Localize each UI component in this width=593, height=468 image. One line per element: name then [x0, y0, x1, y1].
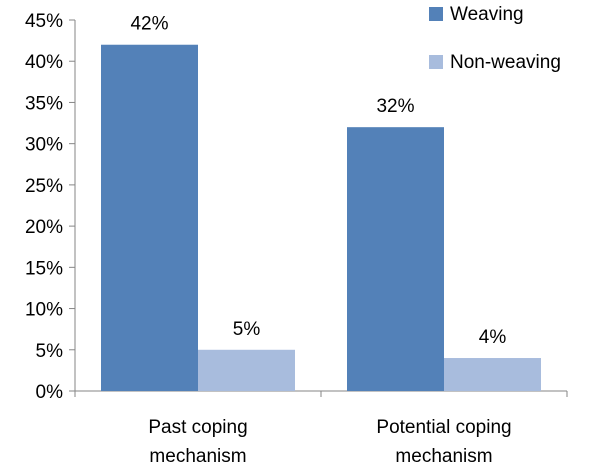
category-label: mechanism — [149, 446, 246, 467]
data-label: 4% — [479, 327, 507, 348]
bar-weaving — [101, 44, 198, 391]
legend: Weaving Non-weaving — [429, 4, 561, 73]
legend-label: Non-weaving — [450, 52, 561, 73]
legend-swatch — [429, 55, 443, 69]
legend-label: Weaving — [450, 4, 524, 25]
y-tick-label: 10% — [25, 300, 63, 321]
bar-non-weaving — [198, 349, 295, 391]
y-tick-label: 20% — [25, 217, 63, 238]
x-axis — [74, 390, 568, 397]
y-axis: 0% 5% 10% 15% 20% 25% 30% 35% 40% 45% — [25, 11, 76, 403]
y-tick-label: 45% — [25, 11, 63, 32]
data-labels: 42% 5% 32% 4% — [130, 14, 506, 348]
category-label: mechanism — [395, 446, 492, 467]
category-label: Potential coping — [376, 417, 511, 438]
y-tick-label: 40% — [25, 52, 63, 73]
data-label: 5% — [233, 319, 261, 340]
bar-non-weaving — [444, 358, 541, 391]
category-labels: Past coping mechanism Potential coping mech… — [148, 417, 511, 467]
y-tick-label: 30% — [25, 135, 63, 156]
data-label: 32% — [376, 96, 414, 117]
data-label: 42% — [130, 14, 168, 35]
category-label: Past coping — [148, 417, 247, 438]
bars — [101, 44, 541, 391]
legend-swatch — [429, 7, 443, 21]
y-tick-label: 15% — [25, 258, 63, 279]
bar-weaving — [347, 127, 444, 391]
y-tick-label: 0% — [36, 382, 64, 403]
y-tick-label: 5% — [36, 341, 64, 362]
y-tick-label: 35% — [25, 93, 63, 114]
y-tick-label: 25% — [25, 176, 63, 197]
